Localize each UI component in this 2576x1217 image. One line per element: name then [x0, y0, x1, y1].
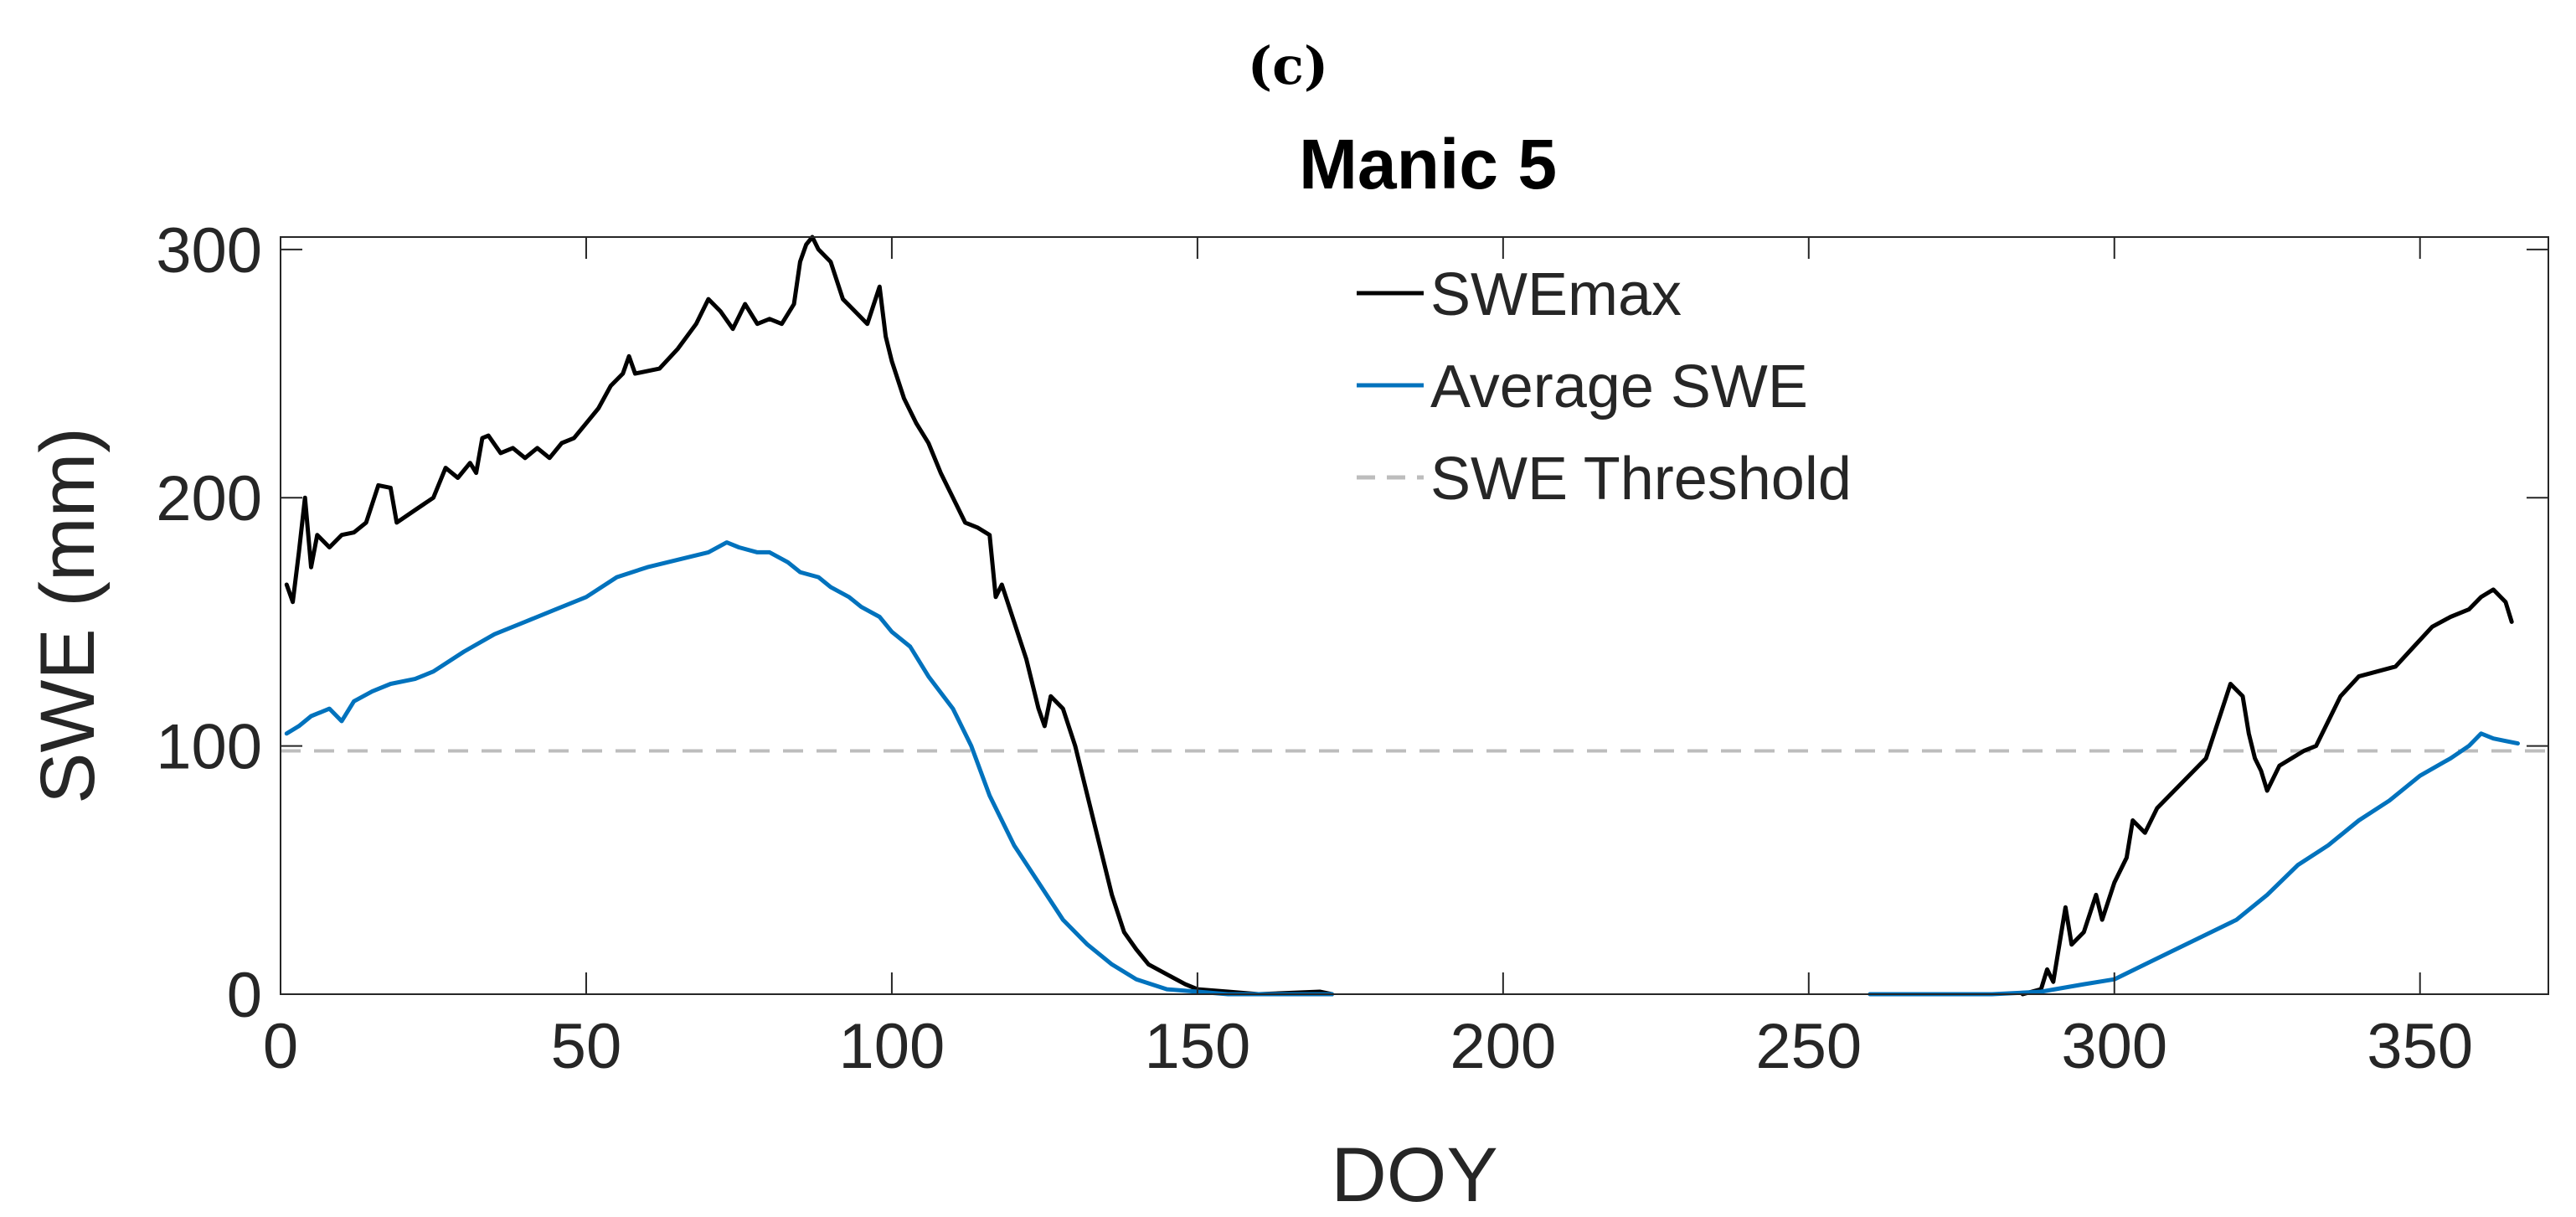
legend-threshold-label: SWE Threshold — [1430, 446, 1852, 513]
y-tick-label: 100 — [156, 712, 262, 783]
x-tick-label: 50 — [551, 1011, 622, 1082]
series-line-average-swe — [284, 540, 2520, 997]
x-tick-label: 300 — [2061, 1011, 2167, 1082]
x-axis-label: DOY — [1331, 1132, 1497, 1217]
x-tick-label: 350 — [2367, 1011, 2473, 1082]
y-tick-label: 200 — [156, 463, 262, 534]
legend-swemax-label: SWEmax — [1430, 261, 1682, 328]
x-axis: 0 50 100 150 200 250 300 350 — [263, 237, 2473, 1082]
y-axis: 0 100 200 300 — [156, 215, 2548, 1031]
plot-area — [281, 235, 2548, 997]
y-tick-label: 0 — [227, 960, 262, 1031]
plot-frame — [280, 236, 2549, 995]
legend: SWEmax Average SWE SWE Threshold — [1357, 261, 1852, 513]
series-line-swemax — [284, 235, 2514, 997]
x-tick-label: 250 — [1755, 1011, 1862, 1082]
x-tick-label: 150 — [1144, 1011, 1250, 1082]
y-axis-label: SWE (mm) — [25, 427, 111, 804]
x-tick-label: 0 — [263, 1011, 298, 1082]
panel-label: (c) — [1248, 35, 1328, 96]
chart-title: Manic 5 — [1299, 125, 1557, 204]
x-tick-label: 100 — [839, 1011, 945, 1082]
x-tick-label: 200 — [1450, 1011, 1556, 1082]
y-tick-label: 300 — [156, 215, 262, 286]
legend-average-label: Average SWE — [1430, 353, 1808, 420]
